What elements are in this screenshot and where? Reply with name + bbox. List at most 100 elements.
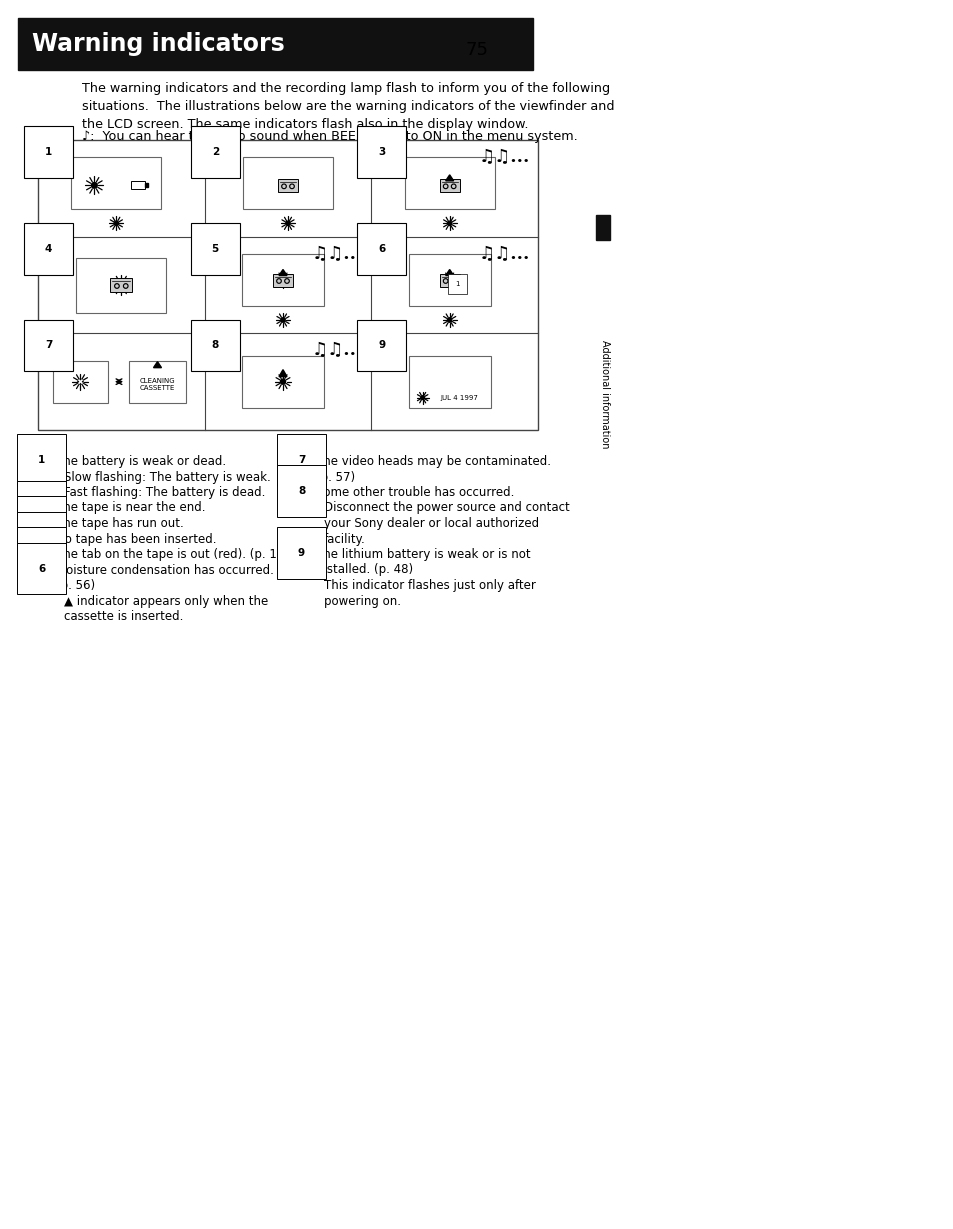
Text: 8: 8	[212, 340, 218, 350]
Circle shape	[443, 279, 447, 283]
Bar	[242, 355, 324, 408]
Text: ♪:  You can hear the beep sound when BEEP is set to ON in the menu system.: ♪: You can hear the beep sound when BEEP…	[82, 130, 578, 143]
Circle shape	[118, 281, 125, 288]
Bar	[404, 157, 495, 209]
Text: Moisture condensation has occurred.: Moisture condensation has occurred.	[56, 564, 274, 576]
Text: Fast flashing: The battery is dead.: Fast flashing: The battery is dead.	[64, 485, 265, 499]
Text: 3: 3	[378, 147, 385, 157]
Bar	[596, 215, 609, 240]
Text: (p. 56): (p. 56)	[56, 579, 95, 592]
Text: Slow flashing: The battery is weak.: Slow flashing: The battery is weak.	[64, 471, 271, 483]
Text: 4: 4	[45, 243, 52, 253]
Text: The tab on the tape is out (red). (p. 10): The tab on the tape is out (red). (p. 10…	[56, 548, 289, 560]
Circle shape	[125, 285, 127, 288]
Circle shape	[277, 280, 280, 281]
Bar	[408, 355, 490, 408]
Circle shape	[452, 280, 455, 281]
Text: This indicator flashes just only after: This indicator flashes just only after	[324, 579, 536, 592]
Bar	[439, 274, 459, 286]
Text: ♫♫...: ♫♫...	[478, 245, 530, 263]
Bar	[243, 157, 333, 209]
Polygon shape	[278, 370, 287, 376]
Bar	[129, 360, 186, 403]
Circle shape	[285, 279, 289, 283]
Bar	[277, 179, 297, 192]
Bar	[38, 140, 537, 430]
Bar	[18, 18, 533, 70]
Circle shape	[280, 318, 285, 322]
Circle shape	[116, 285, 118, 288]
Polygon shape	[153, 361, 161, 367]
Text: 5: 5	[212, 243, 218, 253]
Circle shape	[420, 396, 424, 399]
Polygon shape	[278, 269, 287, 275]
Text: 1: 1	[38, 455, 45, 465]
Text: 1: 1	[45, 147, 52, 157]
Circle shape	[91, 182, 97, 188]
Text: 6: 6	[38, 564, 45, 574]
Text: Additional information: Additional information	[599, 340, 609, 449]
Text: your Sony dealer or local authorized: your Sony dealer or local authorized	[324, 517, 538, 530]
Circle shape	[286, 221, 290, 226]
Bar	[53, 360, 108, 403]
Text: 1: 1	[455, 281, 459, 288]
Text: The video heads may be contaminated.: The video heads may be contaminated.	[315, 455, 551, 468]
Text: The tape has run out.: The tape has run out.	[56, 517, 184, 530]
Text: ♫♫...: ♫♫...	[478, 147, 530, 166]
Circle shape	[447, 221, 452, 226]
Circle shape	[290, 184, 294, 188]
Bar	[242, 254, 324, 306]
Polygon shape	[445, 175, 454, 181]
Text: 4: 4	[38, 532, 46, 542]
Text: 9: 9	[297, 548, 305, 558]
Polygon shape	[445, 269, 454, 275]
Text: 2: 2	[38, 501, 45, 511]
Circle shape	[451, 279, 456, 283]
Text: facility.: facility.	[324, 532, 365, 546]
Text: ♫♫...: ♫♫...	[312, 342, 363, 359]
Text: 2: 2	[212, 147, 218, 157]
Circle shape	[283, 186, 285, 187]
Bar	[71, 157, 161, 209]
Circle shape	[447, 278, 452, 283]
Text: ♫♫...: ♫♫...	[312, 245, 363, 263]
Circle shape	[78, 379, 83, 385]
Text: Warning indicators: Warning indicators	[32, 32, 284, 57]
Circle shape	[444, 280, 446, 281]
Text: The warning indicators and the recording lamp flash to inform you of the followi: The warning indicators and the recording…	[82, 82, 614, 132]
Bar	[111, 278, 132, 293]
Circle shape	[452, 186, 455, 187]
Bar	[132, 182, 145, 189]
Circle shape	[443, 184, 447, 188]
Text: 8: 8	[297, 485, 305, 497]
Text: powering on.: powering on.	[324, 595, 400, 607]
Text: 3: 3	[38, 517, 45, 527]
Text: The battery is weak or dead.: The battery is weak or dead.	[56, 455, 226, 468]
Circle shape	[114, 221, 118, 226]
Text: 7: 7	[297, 455, 305, 465]
Text: installed. (p. 48): installed. (p. 48)	[315, 564, 413, 576]
Text: 6: 6	[378, 243, 385, 253]
Text: No tape has been inserted.: No tape has been inserted.	[56, 532, 216, 546]
Text: 5: 5	[38, 548, 45, 558]
Circle shape	[447, 318, 452, 322]
Bar	[145, 183, 148, 187]
Text: The tape is near the end.: The tape is near the end.	[56, 501, 205, 515]
Text: CLEANING
CASSETTE: CLEANING CASSETTE	[139, 377, 175, 391]
Circle shape	[114, 284, 119, 288]
Circle shape	[291, 186, 293, 187]
Text: cassette is inserted.: cassette is inserted.	[64, 610, 183, 623]
Bar	[439, 179, 459, 192]
Text: ▲ indicator appears only when the: ▲ indicator appears only when the	[64, 595, 268, 607]
Text: JUL 4 1997: JUL 4 1997	[440, 395, 478, 401]
Circle shape	[123, 284, 128, 288]
Bar	[76, 258, 166, 312]
Text: The lithium battery is weak or is not: The lithium battery is weak or is not	[315, 548, 530, 560]
Text: 9: 9	[378, 340, 385, 350]
Text: 75: 75	[465, 41, 488, 59]
Circle shape	[451, 184, 456, 188]
Text: 7: 7	[45, 340, 52, 350]
Circle shape	[281, 184, 286, 188]
Text: Disconnect the power source and contact: Disconnect the power source and contact	[324, 501, 569, 515]
Bar	[408, 254, 490, 306]
